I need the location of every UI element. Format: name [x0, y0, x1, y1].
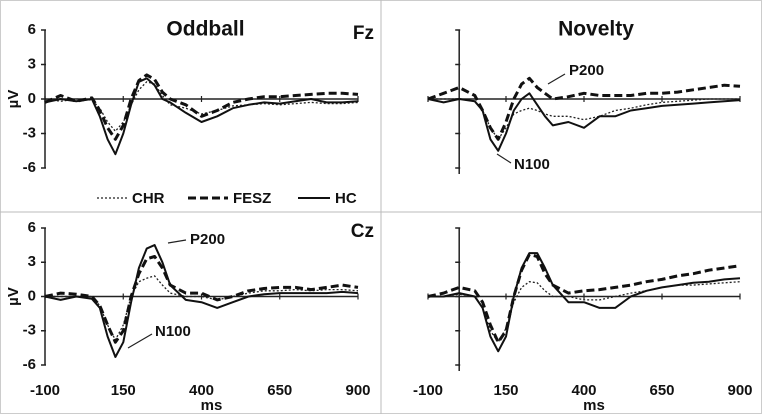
y-tick-label: 3 — [28, 55, 36, 72]
annotation: P200 — [190, 231, 225, 248]
waveform — [428, 252, 741, 353]
panel-title: Oddball — [166, 18, 244, 41]
waveform — [44, 77, 359, 156]
y-tick-label: 3 — [28, 253, 36, 270]
y-tick-label: -3 — [23, 322, 36, 339]
x-tick-label: -100 — [413, 382, 443, 399]
waveform — [44, 81, 359, 132]
legend-label: HC — [335, 190, 357, 207]
x-tick-label: 900 — [345, 382, 370, 399]
x-tick-label: 900 — [727, 382, 752, 399]
y-tick-label: 0 — [28, 287, 36, 304]
panel-title: Novelty — [558, 18, 634, 41]
x-tick-label: 650 — [267, 382, 292, 399]
x-tick-label: 400 — [189, 382, 214, 399]
x-tick-label: 400 — [571, 382, 596, 399]
legend-label: FESZ — [233, 190, 271, 207]
waveform — [428, 98, 740, 140]
x-axis-label: ms — [201, 397, 223, 414]
y-axis-label: µV — [5, 287, 22, 306]
annotation: P200 — [569, 62, 604, 79]
waveform — [427, 252, 741, 344]
annotation-leader — [127, 333, 153, 349]
y-tick-label: 0 — [28, 90, 36, 107]
x-tick-label: 650 — [649, 382, 674, 399]
annotation-leader — [547, 73, 566, 85]
electrode-label: Fz — [353, 23, 374, 44]
x-tick-label: -100 — [30, 382, 60, 399]
annotation: N100 — [514, 156, 550, 173]
y-tick-label: -3 — [23, 124, 36, 141]
waveform — [427, 92, 741, 152]
x-axis-label: ms — [583, 397, 605, 414]
waveform — [44, 244, 359, 358]
annotation: N100 — [155, 323, 191, 340]
annotation-leader — [167, 239, 187, 244]
waveform — [45, 275, 359, 341]
electrode-label: Cz — [351, 221, 374, 242]
y-tick-label: 6 — [28, 219, 36, 236]
x-tick-label: 150 — [111, 382, 136, 399]
waveform — [427, 76, 741, 141]
x-tick-label: 150 — [493, 382, 518, 399]
annotation-leader — [496, 153, 512, 164]
legend-label: CHR — [132, 190, 165, 207]
y-tick-label: -6 — [23, 159, 36, 176]
y-axis-label: µV — [5, 90, 22, 109]
waveform — [44, 73, 359, 141]
y-tick-label: 6 — [28, 21, 36, 38]
y-tick-label: -6 — [23, 356, 36, 373]
